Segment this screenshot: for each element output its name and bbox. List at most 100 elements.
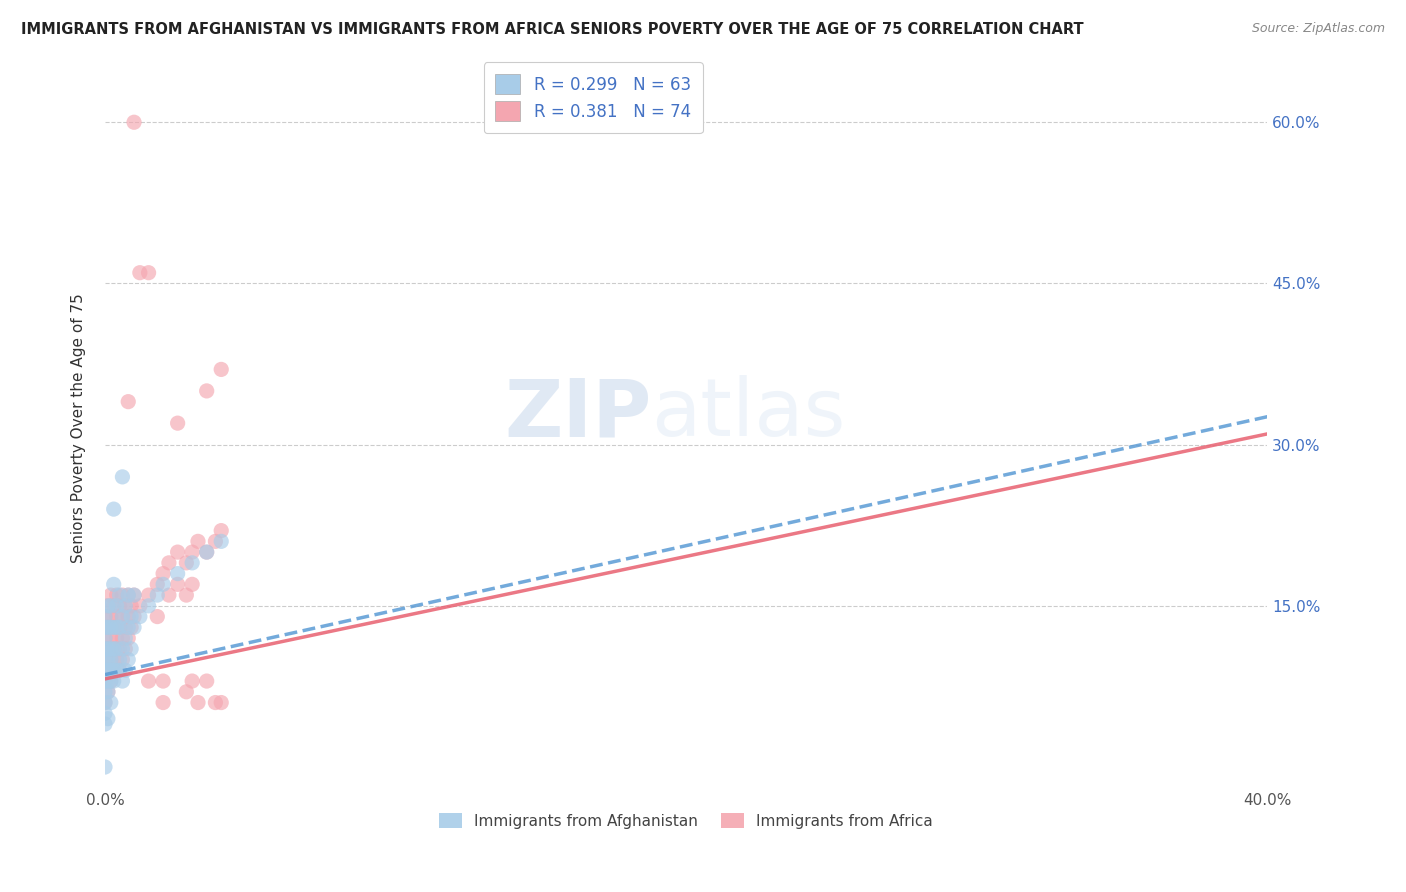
Point bbox=[181, 674, 204, 689]
Point bbox=[114, 663, 136, 677]
Point bbox=[114, 641, 136, 656]
Point bbox=[117, 652, 139, 666]
Point bbox=[97, 641, 120, 656]
Point bbox=[100, 620, 122, 634]
Point bbox=[103, 663, 125, 677]
Point bbox=[100, 663, 122, 677]
Point bbox=[105, 663, 128, 677]
Text: atlas: atlas bbox=[651, 376, 845, 453]
Point bbox=[195, 545, 218, 559]
Point bbox=[138, 588, 160, 602]
Point bbox=[94, 609, 117, 624]
Point bbox=[108, 663, 131, 677]
Point bbox=[152, 674, 174, 689]
Point bbox=[181, 545, 204, 559]
Point bbox=[128, 609, 150, 624]
Point bbox=[204, 696, 226, 710]
Point bbox=[111, 674, 134, 689]
Point bbox=[152, 696, 174, 710]
Point bbox=[209, 524, 232, 538]
Point bbox=[157, 588, 180, 602]
Point bbox=[187, 534, 209, 549]
Point bbox=[111, 641, 134, 656]
Point bbox=[209, 362, 232, 376]
Point bbox=[100, 641, 122, 656]
Point bbox=[114, 599, 136, 613]
Point bbox=[195, 384, 218, 398]
Point bbox=[97, 599, 120, 613]
Point bbox=[94, 674, 117, 689]
Point bbox=[120, 599, 142, 613]
Point bbox=[103, 620, 125, 634]
Point bbox=[138, 266, 160, 280]
Point bbox=[117, 609, 139, 624]
Point bbox=[105, 631, 128, 645]
Point bbox=[111, 652, 134, 666]
Point bbox=[97, 599, 120, 613]
Point bbox=[94, 620, 117, 634]
Point bbox=[97, 663, 120, 677]
Point bbox=[111, 609, 134, 624]
Point bbox=[146, 609, 169, 624]
Point bbox=[157, 556, 180, 570]
Point bbox=[128, 266, 150, 280]
Point bbox=[111, 609, 134, 624]
Point bbox=[176, 588, 198, 602]
Point bbox=[204, 534, 226, 549]
Point bbox=[103, 641, 125, 656]
Text: ZIP: ZIP bbox=[503, 376, 651, 453]
Point bbox=[94, 696, 117, 710]
Point bbox=[105, 652, 128, 666]
Point bbox=[97, 641, 120, 656]
Point bbox=[122, 609, 145, 624]
Point bbox=[105, 599, 128, 613]
Point bbox=[94, 652, 117, 666]
Point bbox=[122, 115, 145, 129]
Point bbox=[100, 674, 122, 689]
Point bbox=[100, 696, 122, 710]
Point bbox=[94, 631, 117, 645]
Point bbox=[117, 588, 139, 602]
Point bbox=[94, 760, 117, 774]
Legend: Immigrants from Afghanistan, Immigrants from Africa: Immigrants from Afghanistan, Immigrants … bbox=[433, 806, 939, 835]
Text: IMMIGRANTS FROM AFGHANISTAN VS IMMIGRANTS FROM AFRICA SENIORS POVERTY OVER THE A: IMMIGRANTS FROM AFGHANISTAN VS IMMIGRANT… bbox=[21, 22, 1084, 37]
Point bbox=[94, 652, 117, 666]
Point bbox=[105, 620, 128, 634]
Point bbox=[103, 502, 125, 516]
Text: Source: ZipAtlas.com: Source: ZipAtlas.com bbox=[1251, 22, 1385, 36]
Point bbox=[103, 663, 125, 677]
Point bbox=[138, 599, 160, 613]
Point bbox=[100, 609, 122, 624]
Point bbox=[195, 674, 218, 689]
Point bbox=[117, 620, 139, 634]
Point bbox=[108, 588, 131, 602]
Point bbox=[94, 706, 117, 721]
Point bbox=[166, 416, 188, 430]
Point bbox=[187, 696, 209, 710]
Point bbox=[103, 599, 125, 613]
Point bbox=[166, 545, 188, 559]
Point bbox=[120, 641, 142, 656]
Point bbox=[111, 470, 134, 484]
Point bbox=[108, 663, 131, 677]
Point bbox=[166, 577, 188, 591]
Point bbox=[209, 696, 232, 710]
Point bbox=[94, 663, 117, 677]
Point bbox=[108, 641, 131, 656]
Point bbox=[100, 652, 122, 666]
Point bbox=[176, 556, 198, 570]
Point bbox=[94, 631, 117, 645]
Point bbox=[103, 577, 125, 591]
Point bbox=[117, 631, 139, 645]
Point bbox=[97, 712, 120, 726]
Point bbox=[146, 577, 169, 591]
Point bbox=[146, 588, 169, 602]
Point bbox=[120, 609, 142, 624]
Point bbox=[94, 696, 117, 710]
Point bbox=[100, 652, 122, 666]
Point bbox=[152, 566, 174, 581]
Point bbox=[128, 599, 150, 613]
Point bbox=[97, 685, 120, 699]
Point bbox=[114, 620, 136, 634]
Point bbox=[120, 620, 142, 634]
